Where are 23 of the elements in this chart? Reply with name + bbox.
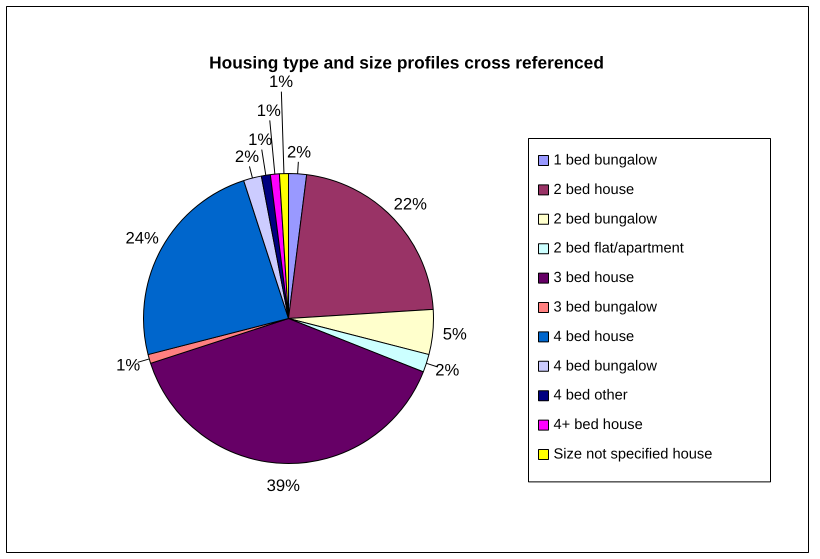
data-label: 5% bbox=[442, 324, 467, 344]
legend-label: 1 bed bungalow bbox=[554, 152, 658, 168]
data-label: 22% bbox=[394, 194, 428, 214]
legend-label: 4 bed house bbox=[554, 328, 634, 345]
legend-label: 4 bed other bbox=[554, 388, 628, 404]
data-label: 2% bbox=[435, 360, 460, 380]
legend-label: 2 bed house bbox=[554, 182, 634, 198]
chart-title: Housing type and size profiles cross referenced bbox=[209, 52, 604, 72]
data-label: 1% bbox=[256, 100, 282, 120]
data-label: 24% bbox=[125, 228, 160, 248]
data-label: 1% bbox=[248, 130, 272, 150]
legend-label: Size not specified house bbox=[554, 446, 712, 462]
legend-label: 4 bed bungalow bbox=[554, 358, 658, 374]
data-label: 39% bbox=[266, 476, 300, 495]
data-label: 2% bbox=[234, 147, 260, 166]
legend-label: 4+ bed house bbox=[554, 417, 643, 434]
data-label: 1% bbox=[269, 72, 294, 92]
legend-label: 3 bed bungalow bbox=[554, 300, 658, 316]
legend-label: 3 bed house bbox=[554, 270, 634, 286]
legend-label: 2 bed bungalow bbox=[554, 211, 658, 228]
data-label: 1% bbox=[116, 356, 140, 375]
data-label: 2% bbox=[286, 142, 312, 162]
legend-label: 2 bed flat/apartment bbox=[554, 240, 684, 257]
